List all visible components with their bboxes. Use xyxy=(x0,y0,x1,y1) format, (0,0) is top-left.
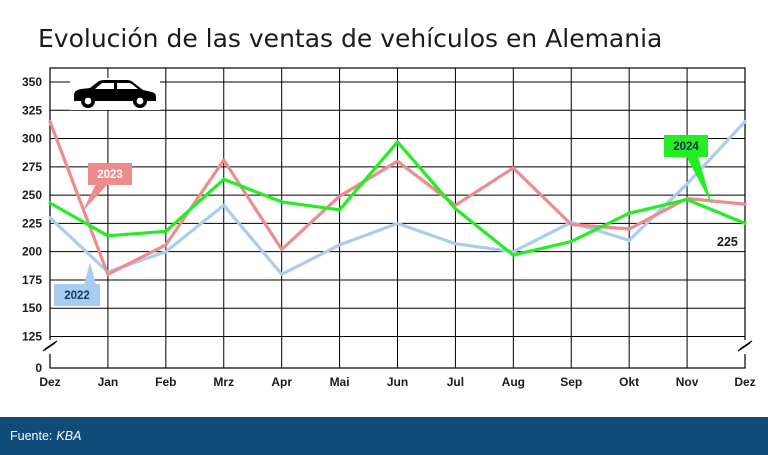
y-tick-label: 0 xyxy=(35,361,42,375)
x-tick-label: Jul xyxy=(447,375,464,389)
y-tick-label: 325 xyxy=(22,103,42,117)
series-label-2024: 2024 xyxy=(664,135,712,205)
chart: 0 125 150 175 200 225 250 275 300 325 350 Dez Jan Feb… xyxy=(22,67,756,389)
x-tick-label: Aug xyxy=(502,375,525,389)
source-line: Fuente: KBA xyxy=(10,429,81,443)
y-tick-label: 150 xyxy=(22,301,42,315)
x-tick-label: Sep xyxy=(560,375,582,389)
series-line-2022 xyxy=(48,119,747,276)
series-label-2023: 2023 xyxy=(82,163,132,212)
car-icon-hub xyxy=(136,97,144,105)
car-icon-window xyxy=(95,83,114,89)
x-tick-label: Jun xyxy=(387,375,408,389)
series-line-2024 xyxy=(48,140,747,257)
x-tick-label: Feb xyxy=(155,375,176,389)
axis-break-icon xyxy=(42,340,58,354)
value-label-last: 225 xyxy=(717,235,738,249)
car-icon-hub xyxy=(84,97,92,105)
car-icon-window xyxy=(117,83,138,89)
series-label-pointer xyxy=(82,184,108,212)
x-tick-label: Mrz xyxy=(213,375,234,389)
x-tick-label: Dez xyxy=(734,375,755,389)
y-tick-label: 200 xyxy=(22,245,42,259)
y-tick-label: 125 xyxy=(22,330,42,344)
series-label-pointer xyxy=(84,262,96,285)
series-label-box xyxy=(54,284,100,306)
series-label-2022: 2022 xyxy=(54,262,100,306)
x-tick-label: Okt xyxy=(619,375,639,389)
x-tick-label: Nov xyxy=(676,375,699,389)
car-icon xyxy=(70,78,160,110)
x-tick-label: Mai xyxy=(330,375,350,389)
y-tick-label: 175 xyxy=(22,273,42,287)
series-label-text: 2024 xyxy=(673,141,699,153)
axis-break-icon xyxy=(737,340,753,354)
y-tick-label: 350 xyxy=(22,75,42,89)
series-label-text: 2023 xyxy=(97,169,123,181)
x-tick-label: Dez xyxy=(39,375,60,389)
series-label-pointer xyxy=(686,156,712,205)
y-tick-label: 225 xyxy=(22,216,42,230)
y-tick-label: 300 xyxy=(22,132,42,146)
y-tick-label: 275 xyxy=(22,160,42,174)
footer-bar: Fuente: KBA xyxy=(0,417,768,455)
x-tick-label: Jan xyxy=(98,375,119,389)
series-line-2023 xyxy=(48,119,747,276)
grid xyxy=(49,68,746,368)
y-tick-label: 250 xyxy=(22,188,42,202)
source-label: Fuente: xyxy=(10,429,53,443)
chart-title: Evolución de las ventas de vehículos en … xyxy=(38,24,663,53)
series-label-box xyxy=(88,163,132,185)
series-label-text: 2022 xyxy=(64,290,90,302)
axis-break-zigzag xyxy=(42,340,58,352)
x-tick-label: Apr xyxy=(271,375,292,389)
series-label-box xyxy=(664,135,708,157)
source-name: KBA xyxy=(56,429,82,443)
axis-break-zigzag xyxy=(737,340,753,352)
